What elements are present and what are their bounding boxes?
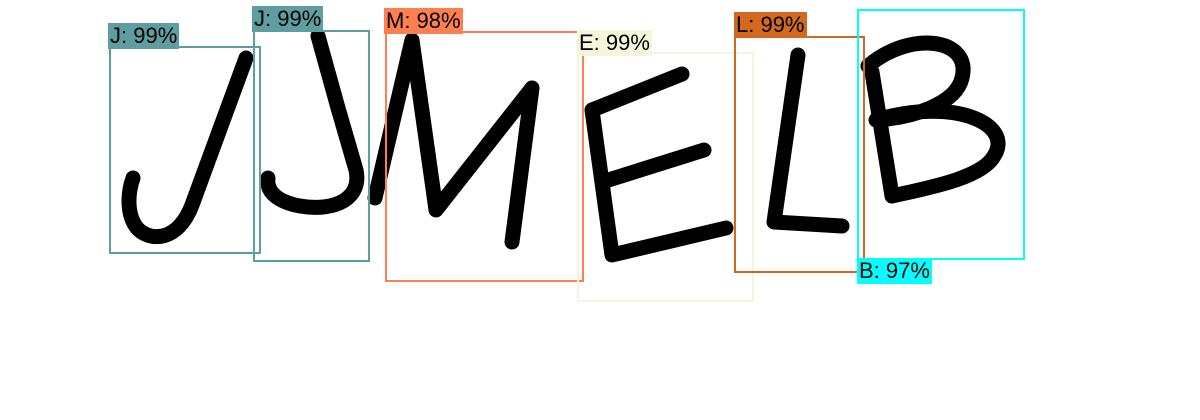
detection-label-m: M: 98% xyxy=(384,8,463,34)
detection-box-j-2 xyxy=(253,30,370,262)
detection-label-l: L: 99% xyxy=(734,12,807,38)
detection-box-j-1 xyxy=(109,46,261,254)
detection-label-j-1: J: 99% xyxy=(108,23,180,49)
detection-box-b xyxy=(857,9,1025,260)
detection-box-l xyxy=(734,36,865,273)
detection-label-e: E: 99% xyxy=(577,30,652,56)
detection-label-b: B: 97% xyxy=(857,258,932,284)
glyph-b xyxy=(860,35,1006,204)
detection-box-e xyxy=(577,52,754,302)
glyph-m xyxy=(367,32,540,250)
glyph-j-1 xyxy=(121,50,254,245)
detection-label-j-2: J: 99% xyxy=(252,6,324,32)
glyph-l xyxy=(766,47,850,234)
detection-box-m xyxy=(385,31,584,282)
glyph-e xyxy=(584,66,734,263)
glyph-j-2 xyxy=(260,28,365,215)
